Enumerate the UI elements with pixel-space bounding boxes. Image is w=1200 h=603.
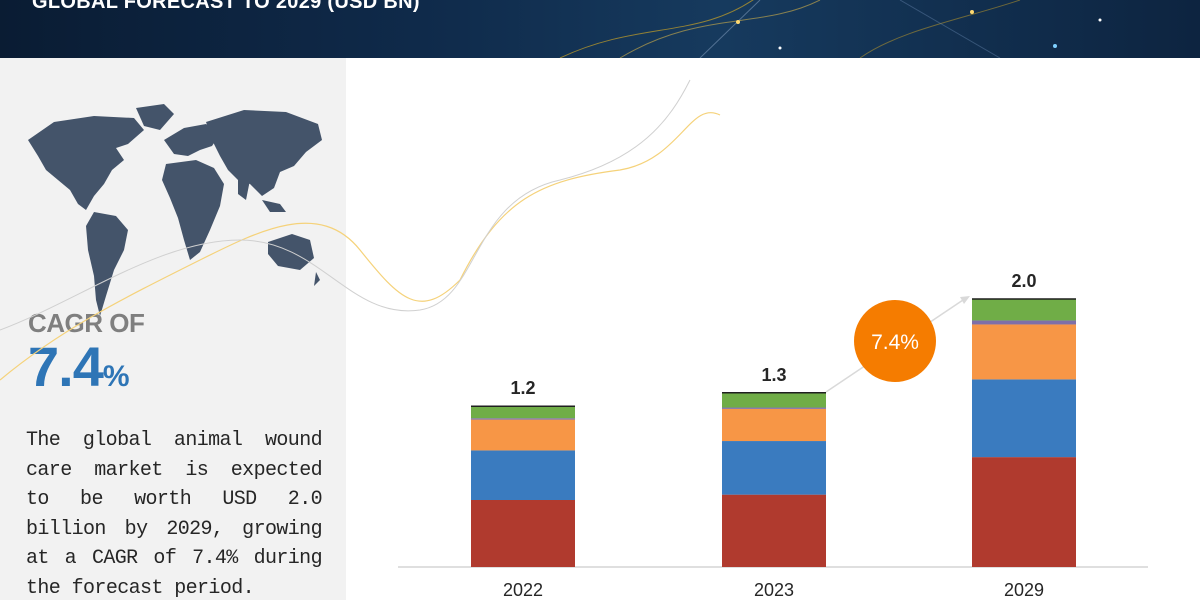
market-description: The global animal wound care market is e…: [26, 429, 323, 600]
bar-segment-2029-4: [972, 299, 1076, 321]
bar-segment-2022-2: [471, 419, 575, 451]
left-panel: CAGR OF 7.4% The global animal wound car…: [0, 58, 346, 600]
bar-segment-2029-2: [972, 324, 1076, 380]
bar-segment-2029-0: [972, 457, 1076, 567]
x-tick-label-2022: 2022: [503, 580, 543, 600]
bar-segment-2022-3: [471, 418, 575, 420]
cagr-bubble: [854, 300, 936, 382]
x-tick-label-2023: 2023: [754, 580, 794, 600]
bar-segment-2029-3: [972, 320, 1076, 325]
total-label-2022: 1.2: [510, 378, 535, 398]
bar-segment-2023-2: [722, 408, 826, 442]
cagr-number: 7.4: [28, 335, 104, 398]
world-map-icon: [28, 104, 322, 316]
total-label-2029: 2.0: [1011, 271, 1036, 291]
bar-segment-2022-1: [471, 450, 575, 500]
cagr-value: 7.4%: [28, 334, 130, 399]
banner-decoration: [559, 0, 1102, 58]
x-tick-label-2029: 2029: [1004, 580, 1044, 600]
page-title: GLOBAL FORECAST TO 2029 (USD BN): [32, 0, 420, 13]
bar-segment-2023-4: [722, 392, 826, 408]
bar-segment-2023-3: [722, 407, 826, 409]
bar-segment-2022-4: [471, 406, 575, 419]
bar-segment-2022-0: [471, 500, 575, 567]
bar-segment-2023-0: [722, 494, 826, 567]
header-banner: GLOBAL FORECAST TO 2029 (USD BN): [0, 0, 1200, 58]
cagr-label: CAGR OF: [28, 308, 145, 338]
cagr-arrowhead: [960, 296, 970, 304]
total-label-2023: 1.3: [761, 365, 786, 385]
cagr-percent-sign: %: [102, 360, 130, 393]
cagr-bubble-label: 7.4%: [871, 331, 919, 354]
bar-segment-2029-1: [972, 379, 1076, 458]
bar-segment-2023-1: [722, 441, 826, 495]
decorative-curves: [0, 79, 721, 381]
